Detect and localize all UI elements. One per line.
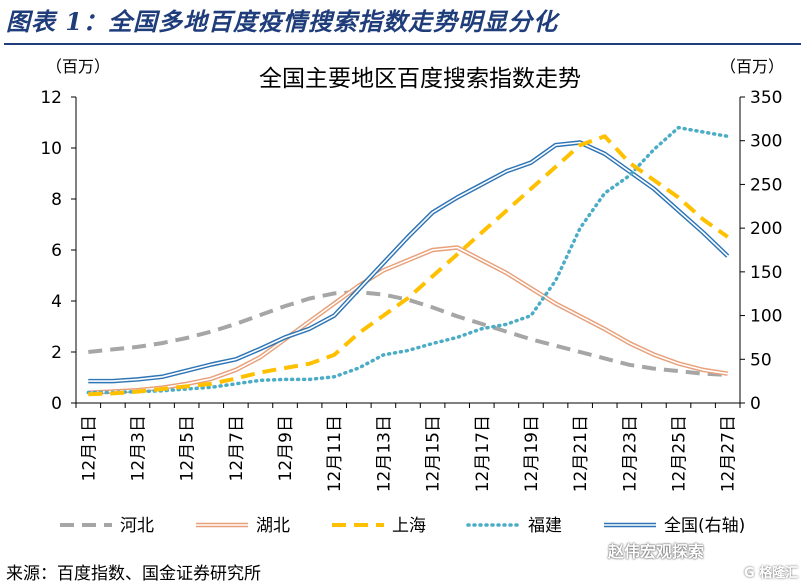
legend-label-1: 湖北 [256, 516, 290, 536]
left-tick-label: 4 [51, 292, 62, 312]
legend-label-2: 上海 [392, 516, 426, 536]
watermark: 赵伟宏观探索 [608, 542, 705, 561]
x-tick-label: 12月19日 [522, 415, 542, 492]
right-tick-label: 50 [750, 350, 772, 370]
legend-label-4: 全国(右轴) [664, 516, 745, 536]
x-tick-label: 12月11日 [325, 415, 345, 492]
watermark-sub: G 格隆汇 [744, 566, 799, 581]
series-1-line-inner [88, 246, 728, 394]
x-tick-label: 12月3日 [128, 415, 148, 481]
x-tick-label: 12月17日 [473, 415, 493, 492]
x-tick-label: 12月15日 [424, 415, 444, 492]
right-tick-label: 200 [750, 219, 782, 239]
legend: 河北 湖北 上海 福建 全国(右轴) [60, 516, 745, 536]
chart-title: 全国主要地区百度搜索指数走势 [259, 66, 581, 92]
left-axis-unit: （百万） [46, 57, 110, 76]
left-tick-label: 8 [51, 190, 62, 210]
series-4-line-inner [88, 141, 729, 382]
right-tick-label: 100 [750, 307, 782, 327]
left-tick-label: 0 [51, 394, 62, 414]
legend-label-0: 河北 [120, 516, 154, 536]
x-tick-label: 12月21日 [571, 415, 591, 492]
x-tick-label: 12月23日 [620, 415, 640, 492]
series-3-line [86, 125, 730, 395]
right-tick-label: 0 [750, 394, 761, 414]
right-tick-label: 350 [750, 88, 782, 108]
series-2-line [88, 133, 729, 397]
right-axis-unit: （百万） [720, 57, 784, 76]
x-tick-label: 12月13日 [374, 415, 394, 492]
left-tick-label: 2 [51, 343, 62, 363]
series-0-line [88, 290, 728, 377]
x-tick-label: 12月27日 [719, 415, 739, 492]
x-tick-label: 12月1日 [79, 415, 99, 481]
source-note: 来源：百度指数、国金证券研究所 [6, 564, 261, 584]
x-tick-label: 12月9日 [276, 415, 296, 481]
right-tick-label: 250 [750, 175, 782, 195]
axes: 0 2 4 6 8 10 12 0 50 100 150 200 250 300 350 12月1日 12月3日… [40, 88, 782, 492]
x-tick-label: 12月7日 [227, 415, 247, 481]
left-tick-label: 6 [51, 241, 62, 261]
series-lines [86, 125, 730, 397]
legend-label-3: 福建 [528, 516, 562, 536]
right-tick-label: 300 [750, 132, 782, 152]
x-tick-label: 12月25日 [670, 415, 690, 492]
figure-title: 图表 1：全国多地百度疫情搜索指数走势明显分化 [6, 7, 559, 36]
x-tick-label: 12月5日 [178, 415, 198, 481]
right-tick-label: 150 [750, 263, 782, 283]
left-tick-label: 12 [40, 88, 62, 108]
left-tick-label: 10 [40, 139, 62, 159]
title-rule [4, 43, 801, 45]
